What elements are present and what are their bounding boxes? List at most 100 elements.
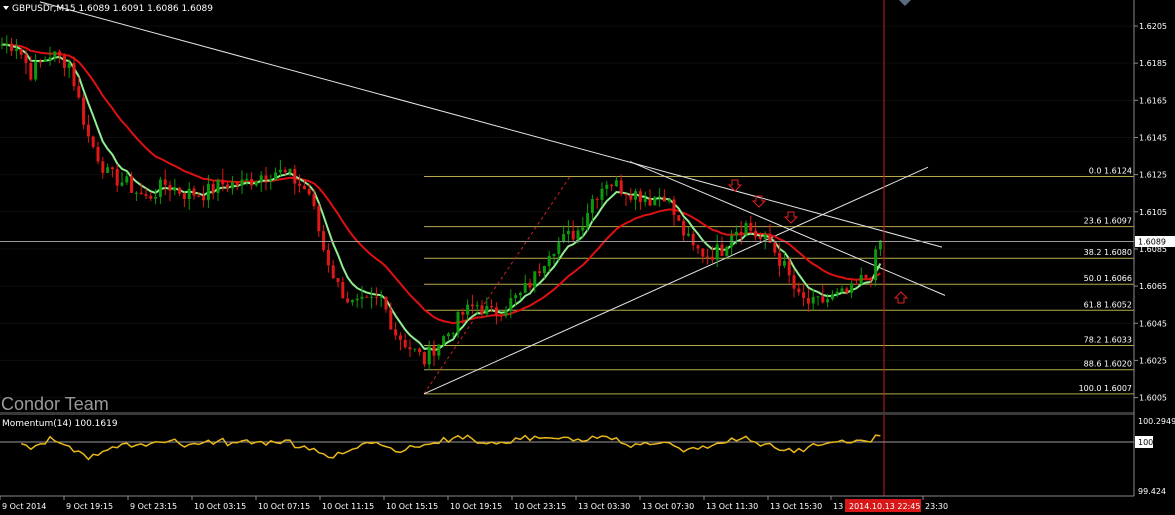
candle-body <box>192 188 196 196</box>
price-axis[interactable]: 1.6205 1.6185 1.6165 1.6145 1.6125 1.6105 1.60… <box>1134 22 1167 403</box>
candle-body <box>744 223 748 235</box>
candle-body <box>96 146 100 162</box>
candle-body <box>115 169 119 186</box>
candle-body <box>254 181 258 186</box>
candle-body <box>163 179 167 185</box>
fib-level-label: 50.0 1.6066 <box>1084 274 1132 283</box>
candle-body <box>182 193 186 200</box>
candle-body <box>158 179 162 197</box>
indicator-level-marker <box>1135 436 1153 448</box>
candle-body <box>734 231 738 236</box>
candle-body <box>250 179 254 186</box>
candle-body <box>710 256 714 260</box>
cursor-time-tag-label: 2014.10.13 22:45 <box>849 502 920 511</box>
candle-body <box>29 63 33 80</box>
candle-body <box>446 333 450 337</box>
fib-level-label: 61.8 1.6052 <box>1084 300 1132 309</box>
candle-body <box>878 240 882 250</box>
candle-body <box>504 310 508 316</box>
candle-body <box>658 196 662 198</box>
price-tick-label: 1.6145 <box>1139 133 1167 142</box>
chevron-down-icon[interactable] <box>899 0 911 6</box>
candle-body <box>216 179 220 193</box>
candle-body <box>403 339 407 348</box>
candle-body <box>389 309 393 330</box>
fib-level-label: 100.0 1.6007 <box>1079 384 1132 393</box>
candle-body <box>355 298 359 301</box>
candle-body <box>634 191 638 200</box>
candle-body <box>566 230 570 235</box>
candle-body <box>451 333 455 335</box>
candle-body <box>461 311 465 315</box>
candle-body <box>595 198 599 200</box>
candle-body <box>202 195 206 201</box>
candle-body <box>811 296 815 304</box>
candle-body <box>374 296 378 298</box>
trendline-short-down <box>629 161 946 296</box>
candle-body <box>470 304 474 307</box>
candle-body <box>398 335 402 340</box>
trendlines[interactable] <box>39 1 946 395</box>
price-tick-label: 1.6065 <box>1139 282 1167 291</box>
candle-body <box>278 169 282 173</box>
candle-body <box>638 191 642 202</box>
time-tick-label: 13 Oct 07:30 <box>642 502 694 511</box>
candle-body <box>533 271 537 288</box>
candle-body <box>307 189 311 195</box>
candle-body <box>370 296 374 298</box>
candle-body <box>274 172 278 180</box>
indicator-window-divider <box>0 412 1134 415</box>
candle-body <box>34 61 38 80</box>
candle-body <box>134 192 138 194</box>
price-tick-label: 1.6105 <box>1139 208 1167 217</box>
candle-body <box>499 314 503 316</box>
candle-body <box>259 175 263 182</box>
candle-body <box>206 183 210 201</box>
candle-body <box>715 244 719 260</box>
candle-body <box>211 183 215 193</box>
time-tick-label: 10 Oct 23:15 <box>514 502 566 511</box>
candle-body <box>67 63 71 68</box>
time-tick-label: 9 Oct 2014 <box>2 502 46 511</box>
candle-body <box>341 282 345 299</box>
candle-body <box>245 179 249 181</box>
candle-body <box>826 299 830 303</box>
candle-body <box>331 265 335 279</box>
candle-body <box>581 227 585 231</box>
indicator-label: Momentum(14) 100.1619 <box>2 419 118 429</box>
candle-body <box>782 260 786 266</box>
momentum-indicator <box>20 434 881 461</box>
candle-body <box>686 233 690 236</box>
time-tick-label: 13 <box>833 502 843 511</box>
signal-arrows <box>727 179 909 304</box>
candle-body <box>864 275 868 278</box>
candle-body <box>586 212 590 228</box>
momentum-line <box>20 434 881 461</box>
candle-body <box>221 179 225 185</box>
price-tick-label: 1.6085 <box>1139 245 1167 254</box>
candle-body <box>24 54 28 64</box>
candle-body <box>816 296 820 298</box>
candles <box>0 35 882 371</box>
candle-body <box>125 176 129 183</box>
price-tick-label: 1.6125 <box>1139 171 1167 180</box>
time-tick-label: 13 Oct 11:30 <box>706 502 758 511</box>
candle-body <box>475 305 479 307</box>
header-menu-arrow-icon[interactable] <box>3 6 9 10</box>
candle-body <box>797 288 801 293</box>
candle-body <box>605 184 609 189</box>
indicator-axis: 100.2949 100 99.424 <box>1135 417 1175 496</box>
candle-body <box>571 230 575 240</box>
time-tick-label: 10 Oct 15:15 <box>386 502 438 511</box>
candle-body <box>168 184 172 191</box>
price-tick-label: 1.6005 <box>1139 394 1167 403</box>
candle-body <box>538 271 542 274</box>
fibonacci-retracement[interactable]: 0.0 1.6124 23.6 1.6097 38.2 1.6080 50.0 1.6… <box>423 166 1134 395</box>
candle-body <box>768 234 772 243</box>
candle-body <box>82 97 86 125</box>
candle-body <box>427 346 431 365</box>
candle-body <box>610 184 614 187</box>
candle-body <box>667 199 671 202</box>
time-axis: 9 Oct 2014 9 Oct 19:15 9 Oct 23:15 10 Oct 0… <box>0 496 948 511</box>
